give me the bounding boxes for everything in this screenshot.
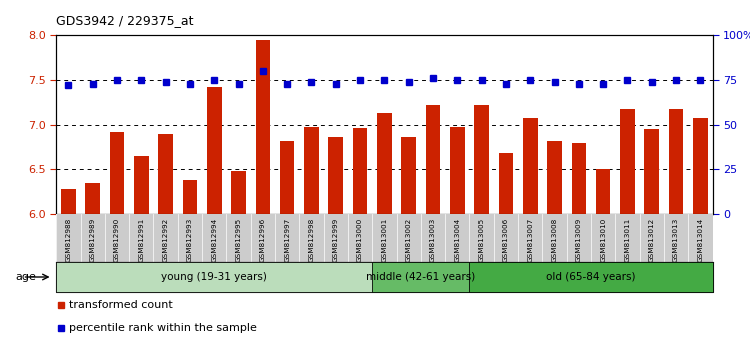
Bar: [450, 127, 464, 214]
Text: GSM812993: GSM812993: [187, 218, 193, 262]
Bar: [56, 262, 372, 292]
Text: GSM813010: GSM813010: [600, 218, 606, 262]
Text: GSM813006: GSM813006: [503, 218, 509, 262]
Text: GSM813005: GSM813005: [478, 218, 484, 262]
Text: GSM812990: GSM812990: [114, 218, 120, 262]
Bar: [620, 109, 634, 214]
Text: GSM813001: GSM813001: [381, 218, 387, 262]
Bar: [572, 143, 586, 214]
Bar: [158, 134, 173, 214]
Bar: [401, 137, 416, 214]
Bar: [372, 262, 470, 292]
Bar: [499, 153, 513, 214]
Bar: [596, 170, 610, 214]
Text: GSM813009: GSM813009: [576, 218, 582, 262]
Text: GSM812999: GSM812999: [333, 218, 339, 262]
Text: GDS3942 / 229375_at: GDS3942 / 229375_at: [56, 14, 194, 27]
Bar: [231, 171, 246, 214]
Bar: [426, 105, 440, 214]
Bar: [377, 113, 392, 214]
Text: transformed count: transformed count: [69, 300, 173, 310]
Text: GSM813011: GSM813011: [625, 218, 631, 262]
Bar: [61, 189, 76, 214]
Bar: [693, 118, 708, 214]
Bar: [470, 262, 712, 292]
Bar: [644, 129, 659, 214]
Bar: [280, 141, 295, 214]
Text: age: age: [15, 272, 36, 282]
Text: percentile rank within the sample: percentile rank within the sample: [69, 323, 257, 333]
Text: GSM812992: GSM812992: [163, 218, 169, 262]
Bar: [110, 132, 125, 214]
Bar: [183, 180, 197, 214]
Bar: [548, 141, 562, 214]
Bar: [134, 156, 148, 214]
Text: GSM813013: GSM813013: [673, 218, 679, 262]
Bar: [86, 183, 100, 214]
Text: GSM813004: GSM813004: [454, 218, 460, 262]
Text: GSM812991: GSM812991: [138, 218, 144, 262]
Text: GSM812998: GSM812998: [308, 218, 314, 262]
Text: GSM813003: GSM813003: [430, 218, 436, 262]
Text: old (65-84 years): old (65-84 years): [546, 272, 636, 282]
Bar: [304, 127, 319, 214]
Text: GSM813014: GSM813014: [698, 218, 703, 262]
Text: GSM812994: GSM812994: [211, 218, 217, 262]
Bar: [669, 109, 683, 214]
Text: GSM813007: GSM813007: [527, 218, 533, 262]
Text: GSM812989: GSM812989: [90, 218, 96, 262]
Bar: [474, 105, 489, 214]
Bar: [352, 129, 368, 214]
Text: GSM812997: GSM812997: [284, 218, 290, 262]
Bar: [256, 40, 270, 214]
Text: GSM812988: GSM812988: [65, 218, 71, 262]
Bar: [523, 118, 538, 214]
Text: GSM813000: GSM813000: [357, 218, 363, 262]
Text: GSM813002: GSM813002: [406, 218, 412, 262]
Bar: [207, 87, 221, 214]
Text: young (19-31 years): young (19-31 years): [161, 272, 267, 282]
Text: middle (42-61 years): middle (42-61 years): [366, 272, 476, 282]
Text: GSM813012: GSM813012: [649, 218, 655, 262]
Text: GSM812995: GSM812995: [236, 218, 242, 262]
Bar: [328, 137, 343, 214]
Text: GSM813008: GSM813008: [551, 218, 557, 262]
Text: GSM812996: GSM812996: [260, 218, 266, 262]
